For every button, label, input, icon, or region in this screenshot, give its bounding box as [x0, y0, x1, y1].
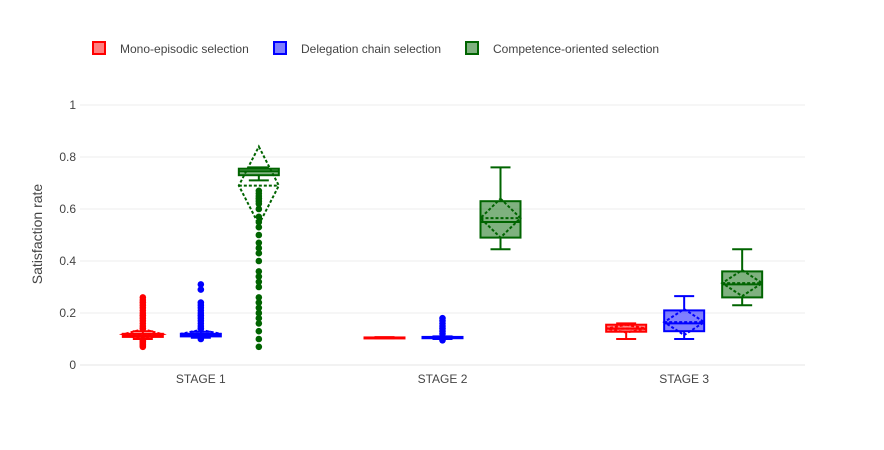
outlier-point — [197, 281, 205, 288]
y-tick-label: 0.2 — [59, 306, 76, 320]
box — [421, 314, 464, 344]
series-2 — [179, 281, 707, 344]
series-1 — [118, 294, 648, 351]
legend-item[interactable]: Competence-oriented selection — [465, 41, 659, 56]
x-tick-label: STAGE 2 — [418, 372, 468, 386]
box — [118, 294, 167, 351]
legend-swatch — [273, 41, 287, 55]
outlier-point — [139, 337, 147, 344]
legend[interactable]: Mono-episodic selection Delegation chain … — [92, 41, 659, 56]
box — [179, 281, 222, 343]
legend-label: Delegation chain selection — [301, 42, 441, 56]
outlier-point — [255, 343, 263, 351]
box-body — [663, 309, 706, 333]
outlier-point — [255, 299, 263, 306]
outlier-point — [197, 299, 205, 306]
outlier-point — [255, 231, 263, 239]
legend-label: Mono-episodic selection — [120, 42, 249, 56]
outlier-point — [255, 304, 263, 312]
y-tick-label: 1 — [69, 98, 76, 112]
outlier-point — [255, 218, 263, 226]
outlier-point — [197, 335, 205, 343]
outlier-point — [255, 213, 263, 221]
y-tick-label: 0.8 — [59, 150, 76, 164]
outlier-point — [255, 268, 263, 275]
outlier-point — [439, 337, 446, 344]
x-tick-label: STAGE 3 — [659, 372, 709, 386]
legend-label: Competence-oriented selection — [493, 42, 659, 56]
box — [363, 336, 406, 340]
box-body — [479, 200, 522, 239]
y-axis-title: Satisfaction rate — [29, 184, 45, 285]
outlier-point — [255, 320, 263, 327]
box — [662, 295, 707, 340]
outlier-point — [197, 286, 205, 293]
box — [237, 144, 280, 351]
box-traces — [118, 144, 765, 351]
outlier-point — [255, 283, 263, 291]
y-tick-label: 0 — [69, 358, 76, 372]
outlier-point — [255, 327, 263, 335]
series-3 — [237, 144, 765, 351]
legend-swatch — [465, 41, 479, 55]
legend-item[interactable]: Mono-episodic selection — [92, 41, 249, 56]
box — [720, 248, 765, 307]
outlier-point — [255, 249, 263, 257]
legend-swatch — [92, 41, 106, 55]
y-tick-label: 0.6 — [59, 202, 76, 216]
sd-diamond — [720, 268, 765, 298]
sd-diamond — [479, 197, 522, 239]
legend-item[interactable]: Delegation chain selection — [273, 41, 441, 56]
sd-diamond — [662, 307, 707, 337]
y-tick-labels: 0 0.2 0.4 0.6 0.8 1 — [59, 98, 76, 372]
outlier-point — [255, 223, 263, 231]
outlier-point — [139, 294, 147, 301]
box — [605, 322, 648, 340]
outlier-point — [255, 244, 263, 252]
outlier-point — [255, 205, 263, 213]
outlier-point — [255, 273, 263, 280]
x-tick-label: STAGE 1 — [176, 372, 226, 386]
outlier-point — [255, 239, 263, 247]
outlier-point — [255, 314, 263, 322]
x-tick-labels: STAGE 1 STAGE 2 STAGE 3 — [176, 372, 709, 386]
outlier-point — [439, 314, 446, 322]
outlier-point — [255, 257, 263, 265]
outlier-point — [255, 294, 263, 301]
sd-diamond — [605, 323, 647, 334]
outlier-point — [255, 187, 263, 195]
outlier-point — [255, 278, 263, 286]
sd-diamond — [364, 336, 405, 339]
y-tick-label: 0.4 — [59, 254, 76, 268]
outlier-point — [255, 309, 263, 317]
outlier-point — [255, 335, 263, 343]
box — [479, 166, 522, 251]
